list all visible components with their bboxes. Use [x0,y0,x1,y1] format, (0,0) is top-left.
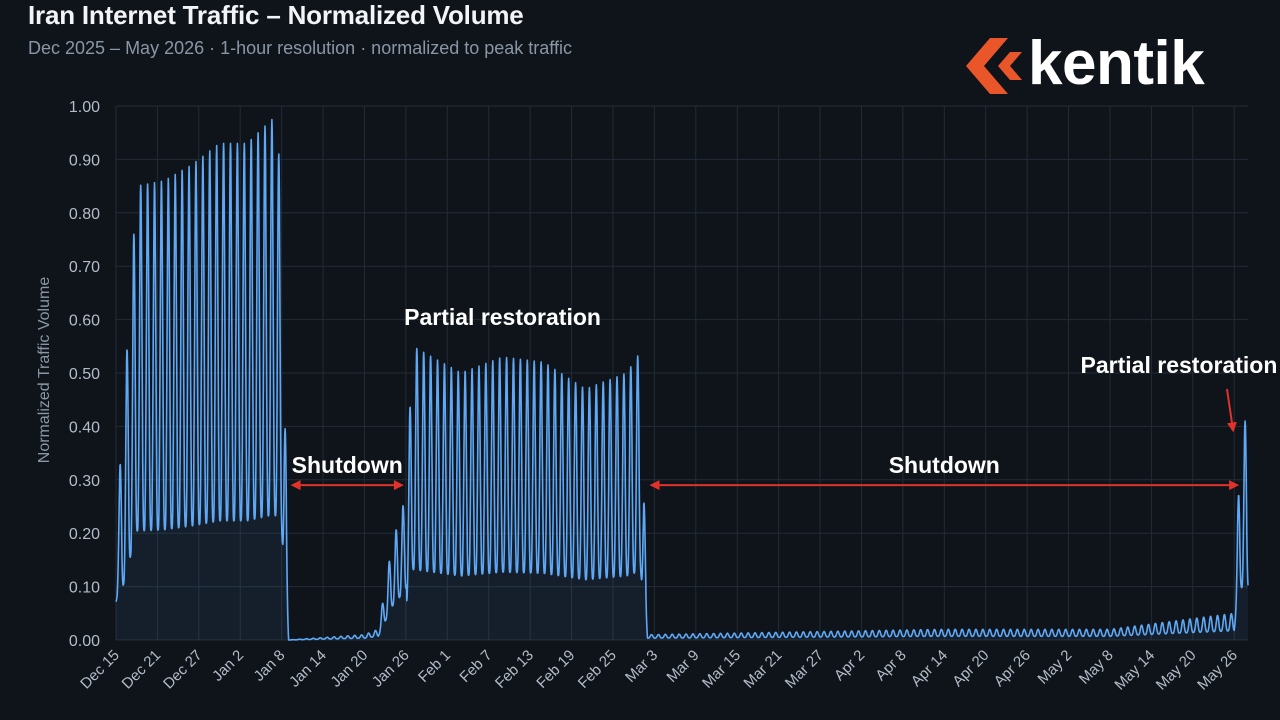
x-tick-label: Dec 15 [77,647,123,693]
x-tick-label: Jan 14 [286,647,330,691]
x-tick-label: Apr 8 [872,647,909,684]
y-axis-ticks: 0.00 0.10 0.20 0.30 0.40 0.50 0.60 0.70 0.80 0.90… [69,99,100,650]
arrowhead-right [1229,480,1240,491]
annotation-arrow [1225,388,1237,433]
arrowhead-left [649,480,660,491]
x-tick-label: Jan 26 [369,647,413,691]
x-tick-label: Feb 25 [575,647,620,692]
chart-grid [115,105,1248,641]
x-tick-label: Dec 27 [160,647,206,693]
y-tick-label: 0.20 [69,526,100,543]
x-tick-label: Mar 21 [740,647,785,692]
y-tick-label: 0.60 [69,313,100,330]
x-tick-label: Feb 19 [533,647,578,692]
x-tick-label: Jan 2 [209,647,247,685]
chart-area [116,119,1248,640]
x-tick-label: Feb 1 [415,647,454,686]
series-line [115,118,1249,641]
x-tick-label: Apr 26 [991,647,1034,690]
arrowhead-right [393,480,404,491]
x-tick-label: Mar 15 [699,647,744,692]
chart-series [115,118,1249,641]
series-area [116,119,1248,640]
x-tick-label: Apr 2 [831,647,868,684]
kentik-chevron-icon [966,38,1022,94]
x-tick-label: Mar 3 [622,647,661,686]
x-tick-label: Feb 13 [492,647,537,692]
y-tick-label: 0.10 [69,580,100,597]
kentik-logo-text: kentik [1028,29,1205,98]
x-tick-label: Feb 7 [456,647,495,686]
annotation-partial-restoration: Partial restoration [1081,352,1278,378]
x-tick-label: May 14 [1111,647,1158,694]
y-tick-label: 0.50 [69,366,100,383]
x-tick-label: Jan 20 [327,647,371,691]
chart-subtitle: Dec 2025 – May 2026 · 1-hour resolution … [28,38,572,58]
annotation-shutdown: Shutdown [889,452,1000,478]
x-tick-label: May 26 [1194,647,1241,694]
y-tick-label: 0.90 [69,152,100,169]
chart-annotations: Shutdown Partial restoration Shutdown Parti… [290,304,1278,491]
chart-title: Iran Internet Traffic – Normalized Volum… [28,0,524,30]
annotation-shutdown: Shutdown [292,452,403,478]
y-tick-label: 1.00 [69,99,100,116]
annotation-partial-restoration: Partial restoration [404,304,601,330]
y-tick-label: 0.30 [69,473,100,490]
y-tick-label: 0.00 [69,633,100,650]
x-tick-label: Jan 8 [251,647,289,685]
y-tick-label: 0.70 [69,259,100,276]
x-tick-label: Mar 9 [663,647,702,686]
y-tick-label: 0.80 [69,206,100,223]
x-tick-label: Apr 20 [949,647,992,690]
x-tick-label: May 20 [1153,647,1200,694]
arrowhead-left [290,480,301,491]
y-tick-label: 0.40 [69,419,100,436]
x-tick-label: Mar 27 [782,647,827,692]
x-tick-label: May 2 [1034,647,1075,688]
y-axis-label: Normalized Traffic Volume [36,277,53,464]
x-tick-label: Apr 14 [908,647,951,690]
x-tick-label: Dec 21 [119,647,165,693]
